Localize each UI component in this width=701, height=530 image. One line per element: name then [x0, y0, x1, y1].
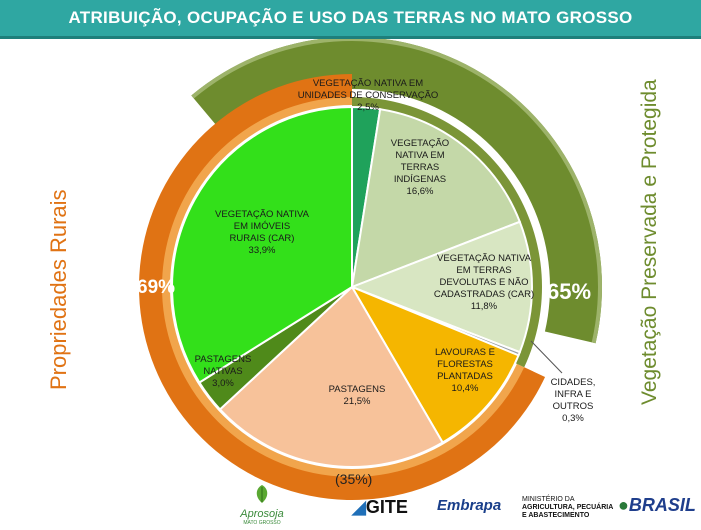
leaf-icon [256, 485, 268, 503]
brasil-text: BRASIL [628, 495, 696, 515]
title-bar: ATRIBUIÇÃO, OCUPAÇÃO E USO DAS TERRAS NO… [0, 0, 701, 39]
aprosoja-logo: Aprosoja MATO GROSSO [232, 483, 292, 526]
preserved-vegetation-label: Vegetação Preservada e Protegida [638, 79, 661, 405]
slice-label-2: VEGETAÇÃO NATIVA EM TERRAS DEVOLUTAS E NÃO… [434, 253, 534, 312]
preserved-percentage: 65% [547, 279, 592, 304]
brasil-logo: ●BRASIL [618, 495, 696, 526]
preserved-ring-edge [191, 36, 602, 344]
globe-icon: ● [618, 495, 629, 515]
pie-slice-1 [350, 108, 522, 289]
slice-label-4: LAVOURAS E FLORESTAS PLANTADAS 10,4% [435, 347, 495, 394]
ministerio-line1: MINISTÉRIO DA [522, 496, 575, 503]
bottom-percentage: (35%) [335, 471, 373, 487]
aprosoja-text: Aprosoja [240, 508, 284, 520]
pie-slice-4 [349, 284, 520, 444]
page-title: ATRIBUIÇÃO, OCUPAÇÃO E USO DAS TERRAS NO… [68, 8, 633, 27]
ministerio-line3: E ABASTECIMENTO [522, 512, 590, 519]
slice-label-0: VEGETAÇÃO NATIVA EM UNIDADES DE CONSERVAÇ… [298, 78, 439, 113]
aprosoja-subtext: MATO GROSSO [243, 520, 281, 526]
rural-percentage: 69% [137, 277, 176, 298]
embrapa-logo: Embrapa [437, 497, 502, 514]
pie-slice-2 [349, 220, 533, 354]
slice-label-6: PASTAGENS NATIVAS 3,0% [195, 354, 252, 389]
ministerio-logo: MINISTÉRIO DA AGRICULTURA, PECUÁRIA E AB… [522, 496, 613, 526]
pie-slice-7 [171, 105, 353, 384]
gite-mark-icon: ◢ [352, 497, 366, 517]
slice-label-1: VEGETAÇÃO NATIVA EM TERRAS INDÍGENAS 16,6% [391, 138, 449, 197]
preserved-inner-ring [352, 97, 542, 368]
cities-leader-line [530, 340, 563, 374]
preserved-ring [191, 36, 602, 344]
gite-text: GITE [365, 497, 408, 517]
slice-label-7: VEGETAÇÃO NATIVA EM IMÓVEIS RURAIS (CAR) 33… [215, 209, 310, 256]
gite-logo: ◢GITE [352, 497, 408, 526]
slice-label-5: PASTAGENS 21,5% [329, 384, 386, 407]
slice-label-3: CIDADES, INFRA E OUTROS 0,3% [551, 377, 596, 424]
pie-slice-5 [218, 285, 445, 468]
ministerio-line2: AGRICULTURA, PECUÁRIA [522, 504, 614, 511]
rural-properties-label: Propriedades Rurais [46, 189, 71, 390]
